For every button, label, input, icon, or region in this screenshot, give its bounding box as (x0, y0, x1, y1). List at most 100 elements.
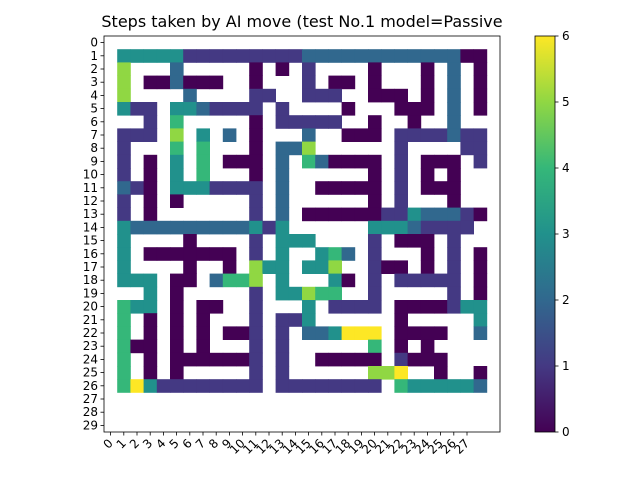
heatmap-cell (275, 352, 290, 367)
heatmap-cell (447, 181, 461, 195)
heatmap-cell (143, 366, 158, 380)
heatmap-cell (196, 247, 210, 261)
heatmap-cell (130, 300, 144, 314)
y-tick-label: 14 (83, 220, 98, 234)
heatmap-cell (275, 154, 290, 169)
heatmap-cell (222, 247, 237, 261)
heatmap-cell (183, 273, 197, 288)
heatmap-cell (315, 286, 329, 301)
heatmap-cell (420, 339, 435, 354)
heatmap-cell (315, 49, 329, 63)
heatmap-cell (473, 260, 488, 274)
heatmap-cell (130, 128, 144, 142)
heatmap-cell (236, 220, 250, 235)
heatmap-cell (302, 379, 316, 393)
heatmap-cell (434, 273, 448, 288)
heatmap-cell (249, 102, 263, 116)
heatmap-cell (117, 128, 131, 142)
y-tick-label: 23 (83, 339, 98, 353)
y-tick-label: 16 (83, 247, 98, 261)
heatmap-cell (394, 128, 408, 142)
heatmap-cell (420, 88, 435, 103)
heatmap-cell (262, 49, 276, 63)
heatmap-cell (473, 62, 488, 76)
y-tick-label: 13 (83, 207, 98, 221)
heatmap-cell (275, 115, 290, 129)
heatmap-cell (447, 154, 461, 169)
y-tick-label: 26 (83, 379, 98, 393)
y-tick-label: 24 (83, 352, 98, 366)
heatmap-cell (368, 379, 382, 393)
heatmap-cell (381, 49, 395, 63)
heatmap-cell (368, 247, 382, 261)
heatmap-cell (196, 141, 210, 156)
heatmap-cell (368, 49, 382, 63)
heatmap-cell (302, 286, 316, 301)
colorbar-tick-label: 6 (562, 29, 570, 43)
heatmap-cell (302, 154, 316, 169)
heatmap-cell (117, 260, 131, 274)
heatmap-cell (222, 154, 237, 169)
heatmap-cell (460, 220, 474, 235)
heatmap-cell (473, 300, 488, 314)
heatmap-cell (394, 154, 408, 169)
heatmap-cell (143, 326, 158, 340)
heatmap-cell (420, 260, 435, 274)
heatmap-cell (302, 300, 316, 314)
heatmap-cell (209, 102, 224, 116)
heatmap-cell (407, 220, 422, 235)
heatmap-cell (407, 207, 422, 222)
heatmap-cell (368, 207, 382, 222)
heatmap-cell (222, 128, 237, 142)
heatmap-cell (434, 366, 448, 380)
heatmap-cell (275, 234, 290, 248)
heatmap-cell (447, 286, 461, 301)
y-tick-label: 18 (83, 273, 98, 287)
heatmap-cell (447, 234, 461, 248)
heatmap-cell (407, 115, 422, 129)
heatmap-cell (420, 75, 435, 90)
x-tick-label: 5 (166, 436, 181, 451)
heatmap-cell (130, 220, 144, 235)
heatmap-cell (354, 352, 369, 367)
heatmap-cell (183, 379, 197, 393)
heatmap-cell (328, 247, 342, 261)
heatmap-cell (275, 207, 290, 222)
heatmap-cell (236, 379, 250, 393)
heatmap-cell (460, 379, 474, 393)
heatmap-cell (473, 49, 488, 63)
heatmap-cell (130, 273, 144, 288)
heatmap-cell (315, 207, 329, 222)
heatmap-cell (222, 49, 237, 63)
heatmap-cell (275, 49, 290, 63)
heatmap-cell (143, 128, 158, 142)
heatmap-cell (117, 379, 131, 393)
heatmap-cell (170, 379, 184, 393)
heatmap-cell (434, 128, 448, 142)
heatmap-cell (117, 273, 131, 288)
heatmap-cell (315, 260, 329, 274)
heatmap-cell (236, 273, 250, 288)
heatmap-cell (143, 154, 158, 169)
heatmap-cell (473, 75, 488, 90)
heatmap-cell (420, 220, 435, 235)
heatmap-cell (275, 141, 290, 156)
heatmap-cell (368, 128, 382, 142)
heatmap-cell (275, 102, 290, 116)
heatmap-cell (341, 102, 356, 116)
heatmap-cell (156, 49, 171, 63)
heatmap-cell (117, 313, 131, 327)
heatmap-cell (447, 207, 461, 222)
heatmap-cell (249, 286, 263, 301)
heatmap-cell (156, 75, 171, 90)
heatmap-cell (447, 194, 461, 208)
plot-area (103, 35, 501, 433)
heatmap-cell (249, 115, 263, 129)
heatmap-cell (328, 88, 342, 103)
heatmap-cell (420, 379, 435, 393)
heatmap-cell (275, 260, 290, 274)
y-tick-label: 17 (83, 260, 98, 274)
heatmap-cell (275, 366, 290, 380)
heatmap-cell (328, 181, 342, 195)
